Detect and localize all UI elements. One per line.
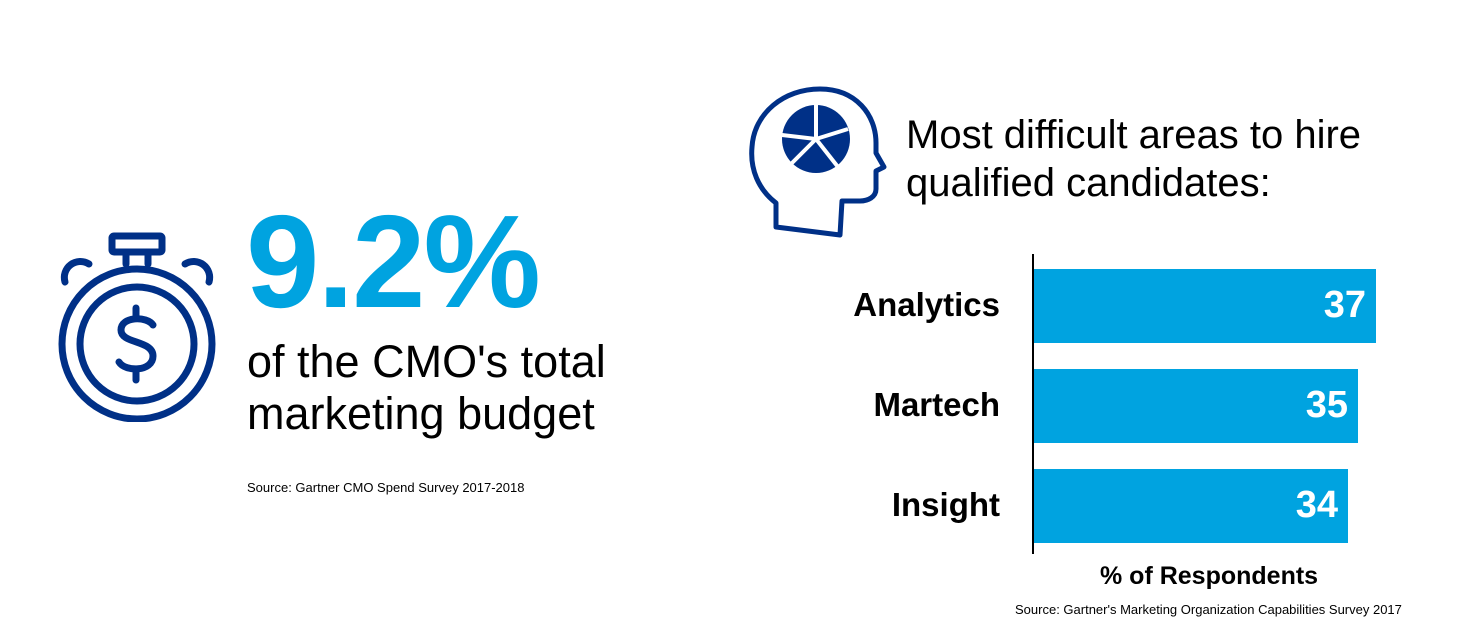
bar-value-label: 35 — [1305, 384, 1348, 426]
category-label: Martech — [873, 386, 1000, 423]
category-label: Insight — [891, 486, 1000, 523]
stat-description: of the CMO's total marketing budget — [247, 336, 606, 439]
stopwatch-dollar-icon — [58, 232, 216, 422]
x-axis-label: % of Respondents — [1100, 562, 1319, 590]
head-pie-chart-icon — [749, 86, 887, 238]
chart-source: Source: Gartner's Marketing Organization… — [1015, 602, 1402, 617]
category-label: Analytics — [853, 286, 1000, 323]
y-axis-line — [1032, 254, 1034, 554]
chart-title: Most difficult areas to hire qualified c… — [906, 113, 1362, 205]
stat-value: 9.2% — [246, 188, 541, 335]
bar-value-label: 37 — [1323, 284, 1366, 326]
bar — [1034, 369, 1358, 443]
bar — [1034, 269, 1376, 343]
stat-source: Source: Gartner CMO Spend Survey 2017-20… — [247, 480, 525, 495]
bar-value-label: 34 — [1295, 484, 1338, 526]
bar — [1034, 469, 1348, 543]
